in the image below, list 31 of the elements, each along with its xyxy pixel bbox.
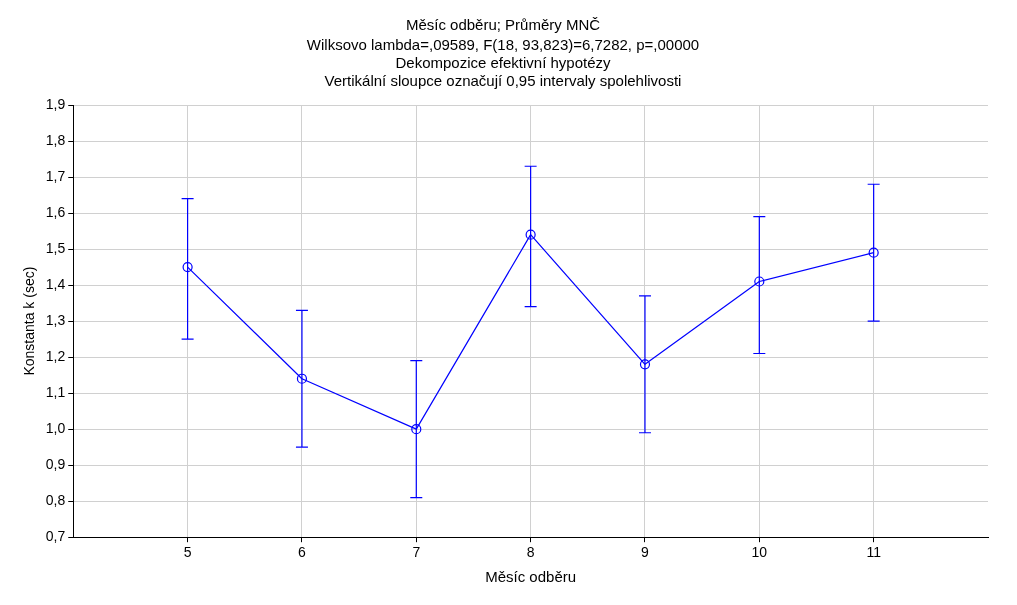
y-tick-label: 1,6 (45, 203, 66, 220)
x-tick-label: 7 (412, 544, 421, 561)
y-tick-label: 1,7 (45, 167, 66, 184)
y-tick-label: 1,1 (45, 383, 66, 400)
y-axis-title: Konstanta k (sec) (21, 266, 38, 376)
y-tick-label: 1,9 (45, 95, 66, 112)
x-axis-title: Měsíc odběru (485, 568, 577, 586)
point (525, 229, 536, 240)
chart-title: Měsíc odběru; Průměry MNČ (405, 16, 601, 34)
y-tick-label: 1,2 (45, 347, 66, 364)
y-tick-label: 1,3 (45, 311, 66, 328)
x-tick-label: 11 (866, 544, 882, 561)
y-tick-label: 1,4 (45, 275, 66, 292)
y-tick-label: 0,8 (45, 492, 66, 509)
x-tick-label: 5 (183, 544, 192, 561)
x-tick-label: 8 (526, 544, 535, 561)
y-tick-label: 0,9 (45, 456, 66, 473)
point (411, 424, 422, 435)
y-tick-label: 1,5 (45, 239, 66, 256)
x-tick-label: 6 (298, 544, 307, 561)
y-tick-label: 1,8 (45, 131, 66, 148)
y-tick-label: 1,0 (45, 420, 66, 437)
point (182, 261, 193, 273)
chart-subtitle: Wilksovo lambda=,09589, F(18, 93,823)=6,7282, p=,00000 Dekompozice efektivní hypotézy Vertikální sloupce označují 0,95 intervaly spolehlivosti (306, 36, 700, 90)
x-tick-label: 10 (751, 544, 768, 561)
point (296, 373, 308, 384)
x-tick-label: 9 (641, 544, 650, 561)
point (754, 276, 765, 287)
y-tick-label: 0,7 (45, 528, 66, 545)
point (868, 247, 879, 258)
point (639, 359, 651, 370)
